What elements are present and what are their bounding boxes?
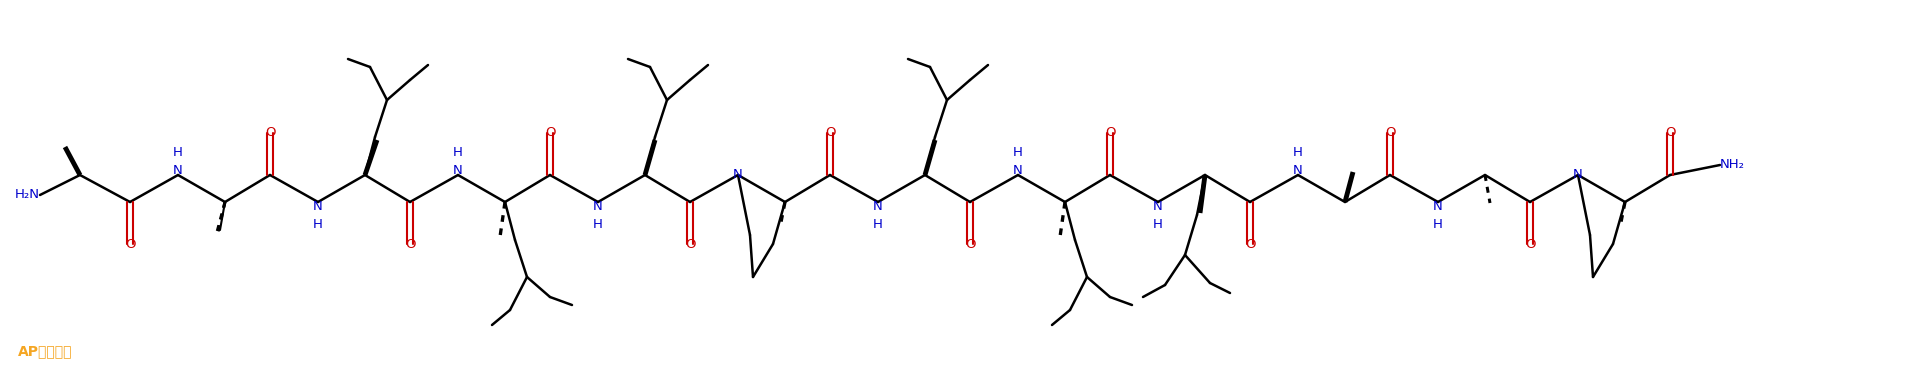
- Text: O: O: [544, 127, 556, 139]
- Text: N: N: [313, 200, 322, 213]
- Text: O: O: [405, 238, 415, 251]
- Text: O: O: [1664, 127, 1675, 139]
- Text: N: N: [593, 200, 602, 213]
- Text: H: H: [1432, 218, 1442, 230]
- Text: H: H: [1293, 147, 1303, 160]
- Text: N: N: [1293, 163, 1303, 177]
- Text: N: N: [1152, 200, 1162, 213]
- Text: O: O: [965, 238, 975, 251]
- Text: H: H: [593, 218, 602, 230]
- Text: H: H: [1152, 218, 1162, 230]
- Text: H: H: [174, 147, 183, 160]
- Text: O: O: [685, 238, 695, 251]
- Text: O: O: [1525, 238, 1534, 251]
- Text: H: H: [313, 218, 322, 230]
- Text: O: O: [125, 238, 135, 251]
- Text: O: O: [1245, 238, 1255, 251]
- Text: N: N: [872, 200, 882, 213]
- Text: O: O: [1104, 127, 1116, 139]
- Text: N: N: [1573, 169, 1583, 182]
- Text: H: H: [454, 147, 463, 160]
- Text: O: O: [824, 127, 836, 139]
- Text: H: H: [872, 218, 882, 230]
- Text: NH₂: NH₂: [1720, 158, 1745, 172]
- Text: N: N: [733, 169, 743, 182]
- Text: N: N: [174, 163, 183, 177]
- Text: AP专肽生物: AP专肽生物: [17, 344, 73, 358]
- Text: H₂N: H₂N: [15, 188, 41, 202]
- Text: O: O: [264, 127, 276, 139]
- Text: O: O: [1384, 127, 1395, 139]
- Text: N: N: [454, 163, 463, 177]
- Text: H: H: [1013, 147, 1023, 160]
- Text: N: N: [1432, 200, 1442, 213]
- Text: N: N: [1013, 163, 1023, 177]
